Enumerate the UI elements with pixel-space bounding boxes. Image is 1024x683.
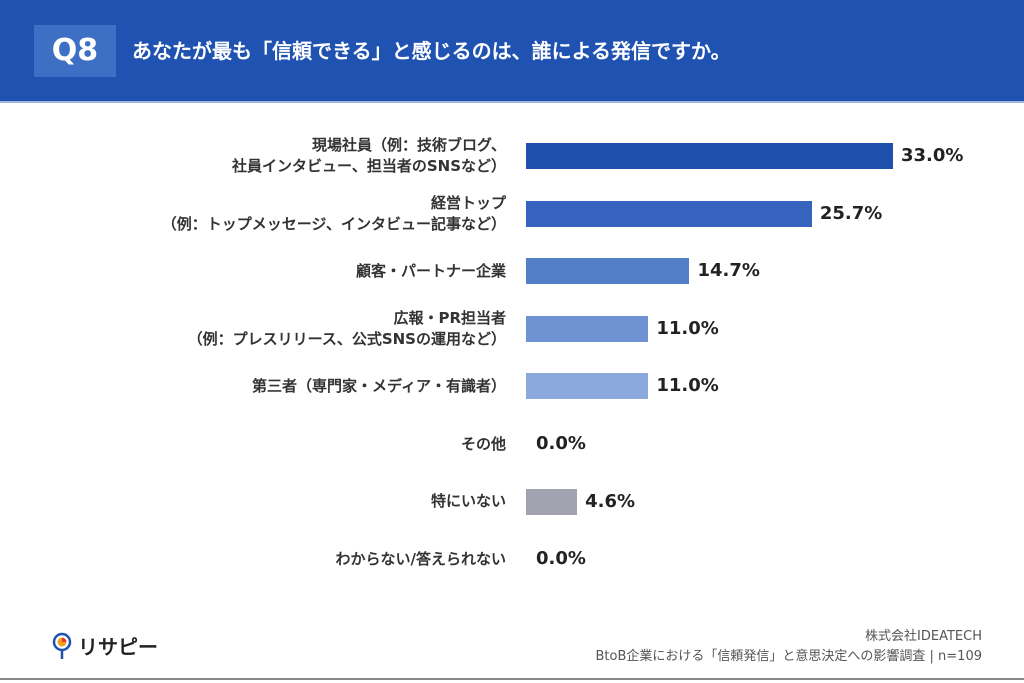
question-title: あなたが最も「信頼できる」と感じるのは、誰による発信ですか。 [132, 39, 731, 63]
value-label: 4.6% [585, 490, 636, 512]
category-label: 顧客・パートナー企業 [355, 261, 506, 280]
value-label: 33.0% [901, 145, 964, 166]
divider [0, 101, 1024, 103]
category-label: 特にいない [430, 492, 506, 511]
category-label: その他 [460, 434, 506, 453]
question-badge: Q8 [34, 25, 116, 77]
value-label: 25.7% [819, 202, 883, 224]
category-label: 第三者（専門家・メディア・有識者） [252, 376, 506, 395]
bar [526, 143, 893, 169]
company-name: 株式会社IDEATECH [865, 629, 982, 644]
value-label: 14.7% [697, 260, 760, 282]
survey-name: BtoB企業における「信頼発信」と意思決定への影響調査 | n=109 [595, 649, 982, 664]
header-banner: Q8 あなたが最も「信頼できる」と感じるのは、誰による発信ですか。 [0, 0, 1024, 101]
value-label: 0.0% [536, 433, 586, 454]
value-label: 11.0% [656, 317, 719, 339]
bar [526, 200, 812, 227]
bar [526, 258, 690, 285]
value-label: 0.0% [536, 548, 586, 570]
bar [526, 488, 578, 515]
bar [526, 373, 649, 400]
logo: リサピー [52, 631, 158, 660]
category-label: わからない/答えられない [335, 549, 506, 568]
credit: 株式会社IDEATECH BtoB企業における「信頼発信」と意思決定への影響調査… [596, 627, 982, 667]
bar [526, 315, 649, 342]
logo-text: リサピー [78, 635, 158, 659]
footer-divider [0, 678, 1024, 680]
category-label: 広報・PR担当者 （例：プレスリリース、公式SNSの運用など） [187, 308, 506, 348]
bar-chart: 現場社員（例：技術ブログ、 社員インタビュー、担当者のSNSなど） 33.0% 経営… [0, 103, 1024, 603]
category-label: 現場社員（例：技術ブログ、 社員インタビュー、担当者のSNSなど） [231, 136, 506, 175]
value-label: 11.0% [656, 375, 719, 397]
category-label: 経営トップ （例：トップメッセージ、インタビュー記事など） [161, 193, 506, 233]
pin-logo-icon [52, 632, 72, 659]
